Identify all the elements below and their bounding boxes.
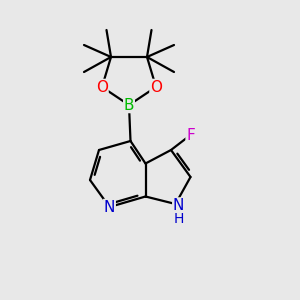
Text: O: O	[96, 80, 108, 94]
Text: O: O	[150, 80, 162, 94]
Text: B: B	[124, 98, 134, 112]
Text: H: H	[173, 212, 184, 226]
Text: N: N	[104, 200, 115, 214]
Text: F: F	[186, 128, 195, 142]
Text: N: N	[173, 198, 184, 213]
